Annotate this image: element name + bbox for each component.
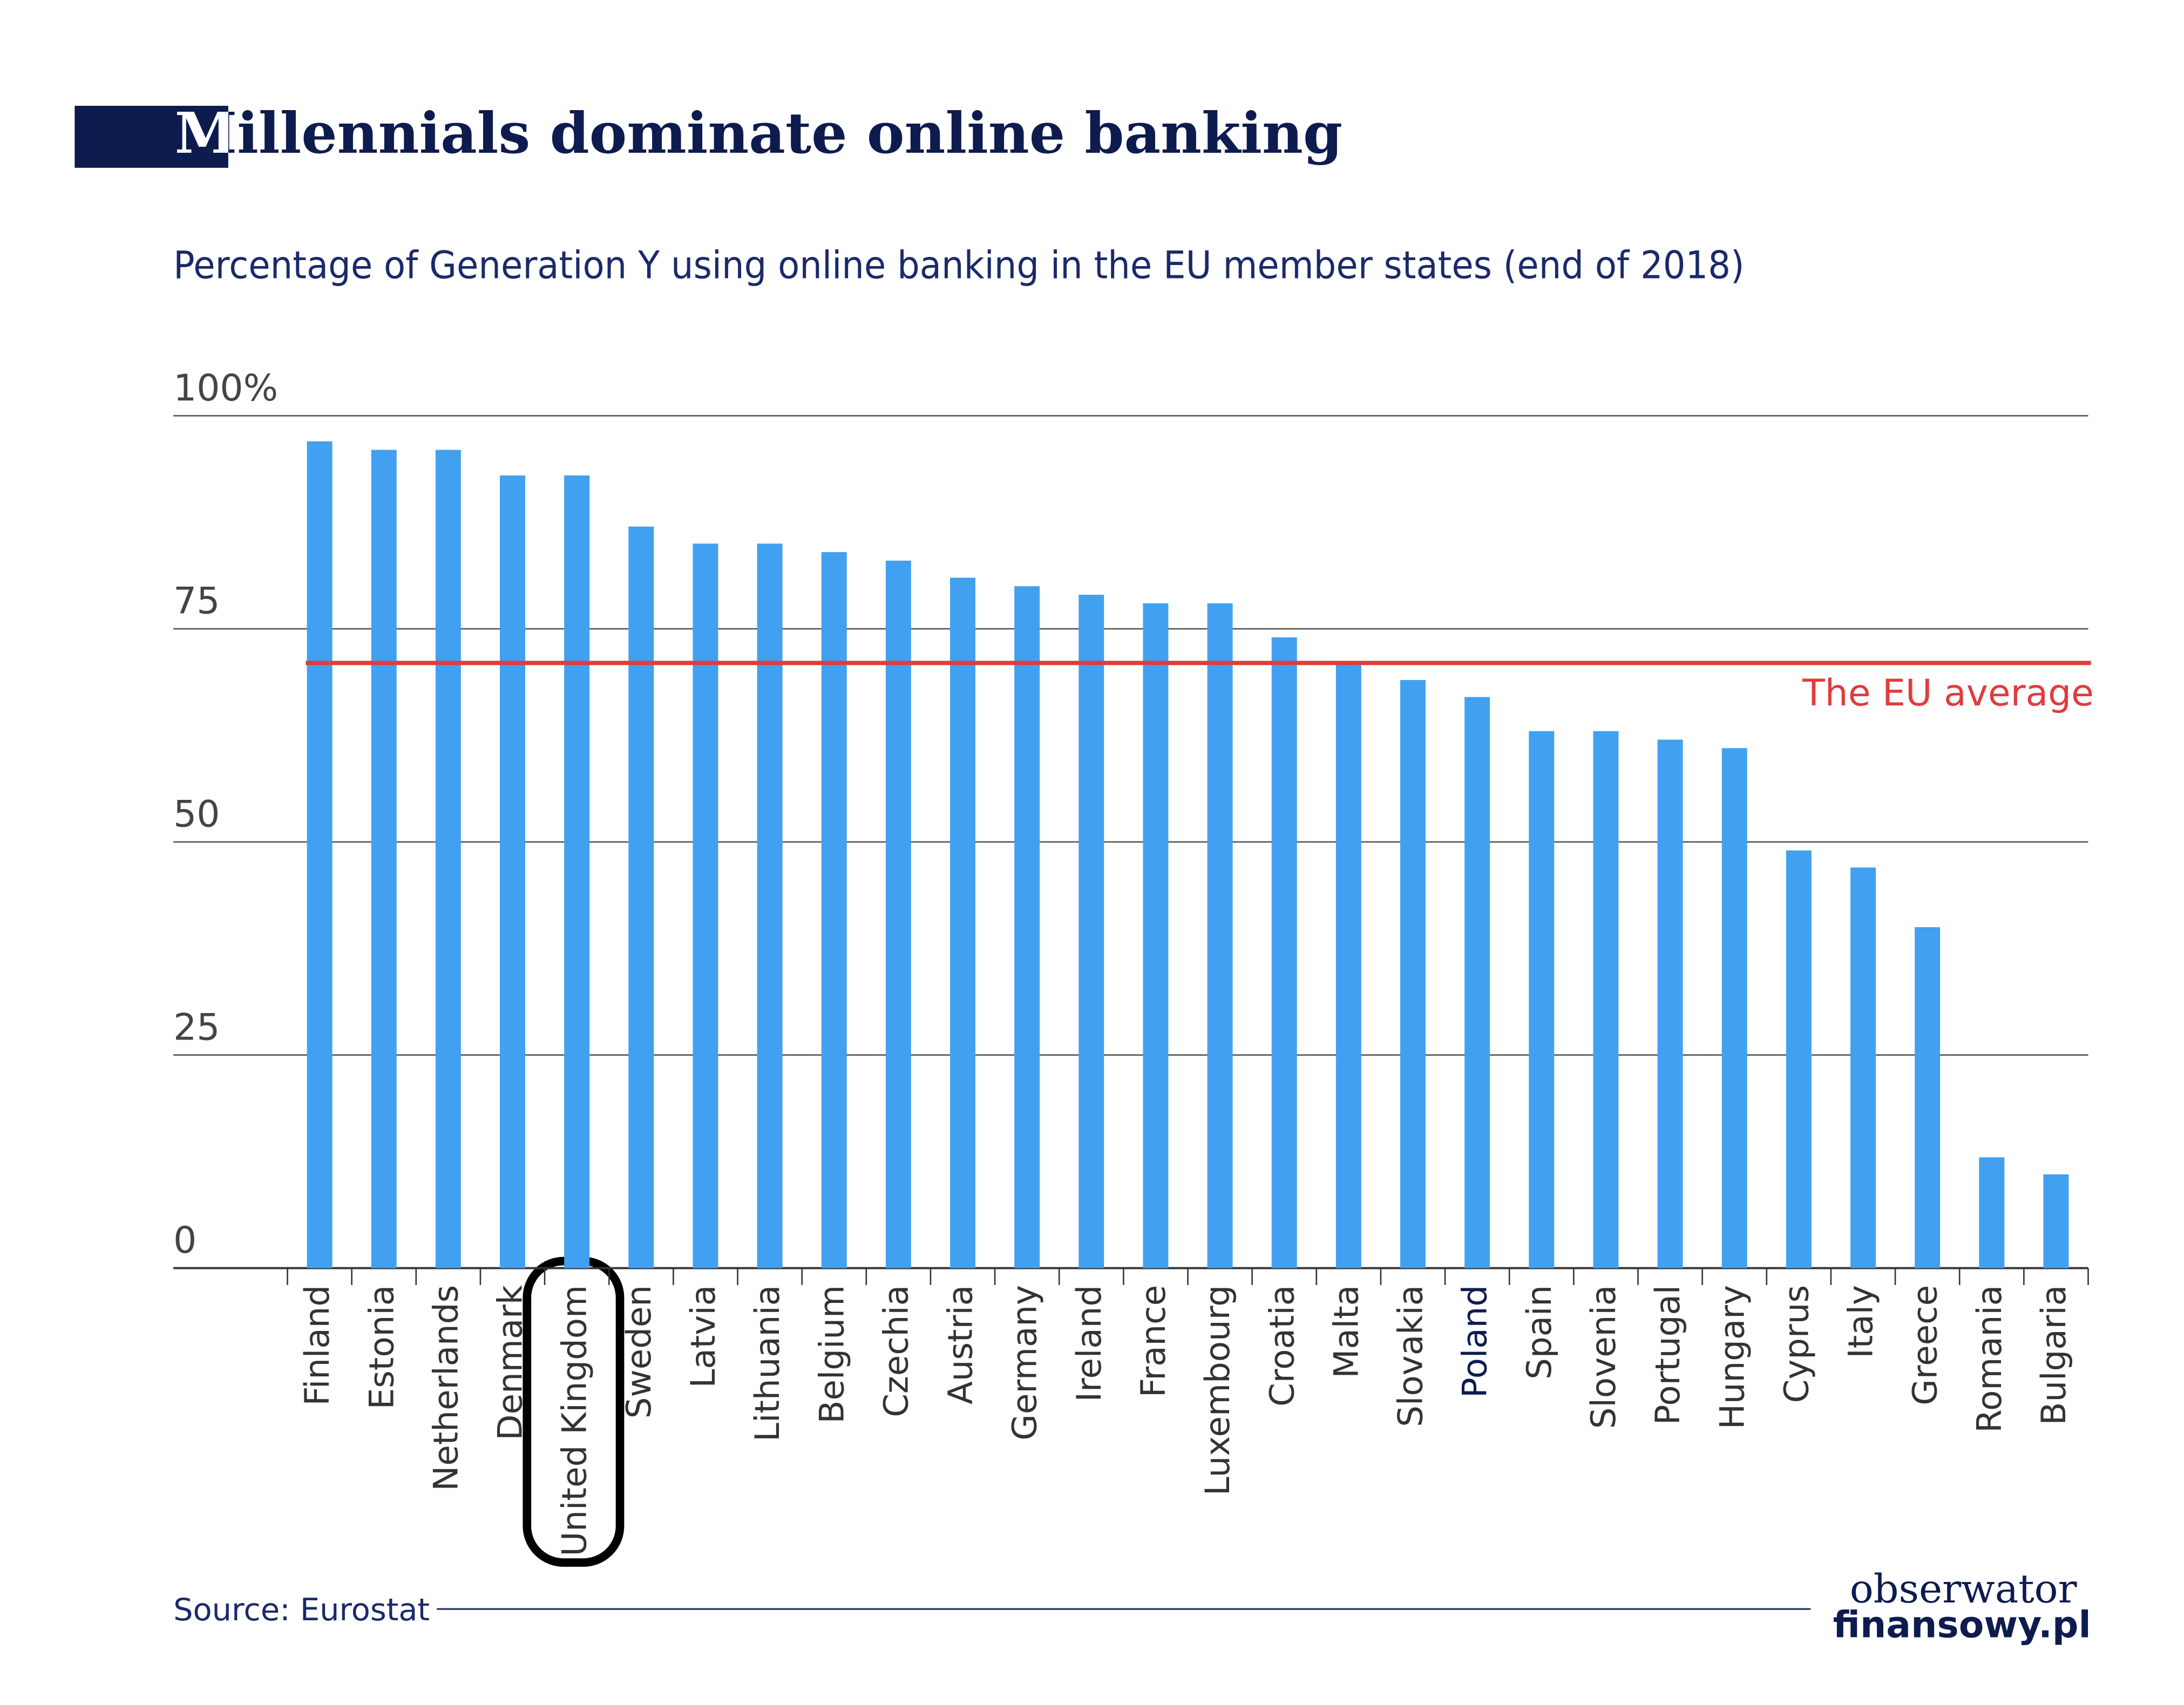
bar bbox=[693, 544, 718, 1268]
bar bbox=[2043, 1174, 2069, 1268]
x-tick-label: United Kingdom bbox=[555, 1285, 594, 1557]
bar bbox=[1014, 586, 1040, 1268]
y-tick-label: 0 bbox=[173, 1219, 196, 1262]
x-tick-label: Hungary bbox=[1712, 1285, 1752, 1429]
bar bbox=[1850, 867, 1876, 1268]
x-tick-label: Spain bbox=[1520, 1285, 1559, 1380]
bar bbox=[1271, 637, 1297, 1268]
x-tick-label: Greece bbox=[1905, 1285, 1945, 1405]
x-tick-label: Finland bbox=[297, 1285, 337, 1406]
logo-bottom: finansowy.pl bbox=[1833, 1604, 2091, 1647]
bar bbox=[1979, 1157, 2005, 1268]
bar bbox=[821, 552, 847, 1268]
bar bbox=[1207, 603, 1233, 1268]
x-tick-label: Slovakia bbox=[1391, 1285, 1430, 1427]
x-tick-label: France bbox=[1134, 1285, 1173, 1397]
chart-title: Millennials dominate online banking bbox=[175, 100, 1342, 166]
x-tick-label: Malta bbox=[1326, 1285, 1366, 1378]
y-tick-label: 100% bbox=[173, 367, 278, 410]
bar bbox=[1915, 927, 1941, 1268]
bar bbox=[371, 450, 397, 1268]
y-tick-label: 50 bbox=[173, 793, 220, 835]
bar bbox=[1335, 663, 1361, 1268]
bar bbox=[1079, 594, 1104, 1268]
x-tick-label: Bulgaria bbox=[2034, 1285, 2073, 1425]
bar bbox=[564, 475, 590, 1268]
x-tick-label: Estonia bbox=[362, 1285, 401, 1410]
x-tick-label: Romania bbox=[1970, 1285, 2009, 1433]
x-tick-label: Austria bbox=[941, 1285, 980, 1404]
x-tick-label: Lithuania bbox=[748, 1285, 787, 1442]
reference-label: The EU average bbox=[1802, 672, 2094, 715]
bar bbox=[1529, 731, 1555, 1268]
x-tick-label: Poland bbox=[1455, 1285, 1495, 1398]
bar bbox=[950, 578, 975, 1268]
bar bbox=[757, 544, 783, 1268]
x-tick-label: Denmark bbox=[491, 1285, 530, 1441]
bar bbox=[1657, 739, 1683, 1268]
x-tick-label: Cyprus bbox=[1776, 1285, 1816, 1403]
bar bbox=[628, 526, 654, 1268]
x-tick-label: Netherlands bbox=[426, 1285, 465, 1491]
x-tick-label: Germany bbox=[1005, 1285, 1044, 1441]
y-tick-label: 75 bbox=[173, 580, 220, 623]
x-tick-label: Latvia bbox=[683, 1285, 723, 1388]
x-tick-label: Ireland bbox=[1069, 1285, 1109, 1402]
x-tick-label: Portugal bbox=[1648, 1285, 1687, 1425]
title-box bbox=[74, 106, 228, 168]
bar bbox=[1400, 680, 1426, 1268]
bar bbox=[1786, 850, 1812, 1268]
bar bbox=[307, 441, 333, 1268]
bar bbox=[500, 475, 525, 1268]
x-tick-label: Czechia bbox=[876, 1285, 915, 1417]
x-tick-label: Sweden bbox=[619, 1285, 659, 1418]
x-tick-label: Croatia bbox=[1262, 1285, 1301, 1407]
x-tick-label: Italy bbox=[1841, 1285, 1881, 1358]
x-tick-label: Luxembourg bbox=[1198, 1285, 1237, 1496]
x-tick-label: Belgium bbox=[812, 1285, 851, 1424]
bar bbox=[1721, 748, 1747, 1268]
bar bbox=[1464, 697, 1490, 1268]
chart-subtitle: Percentage of Generation Y using online … bbox=[173, 243, 1745, 288]
bar bbox=[1143, 603, 1169, 1268]
logo-top: obserwator bbox=[1850, 1566, 2077, 1612]
source: Source: Eurostat bbox=[173, 1592, 430, 1628]
bar bbox=[1593, 731, 1619, 1268]
bar bbox=[435, 450, 461, 1268]
bar bbox=[885, 560, 911, 1268]
y-tick-label: 25 bbox=[173, 1006, 220, 1049]
x-tick-label: Slovenia bbox=[1584, 1285, 1623, 1429]
